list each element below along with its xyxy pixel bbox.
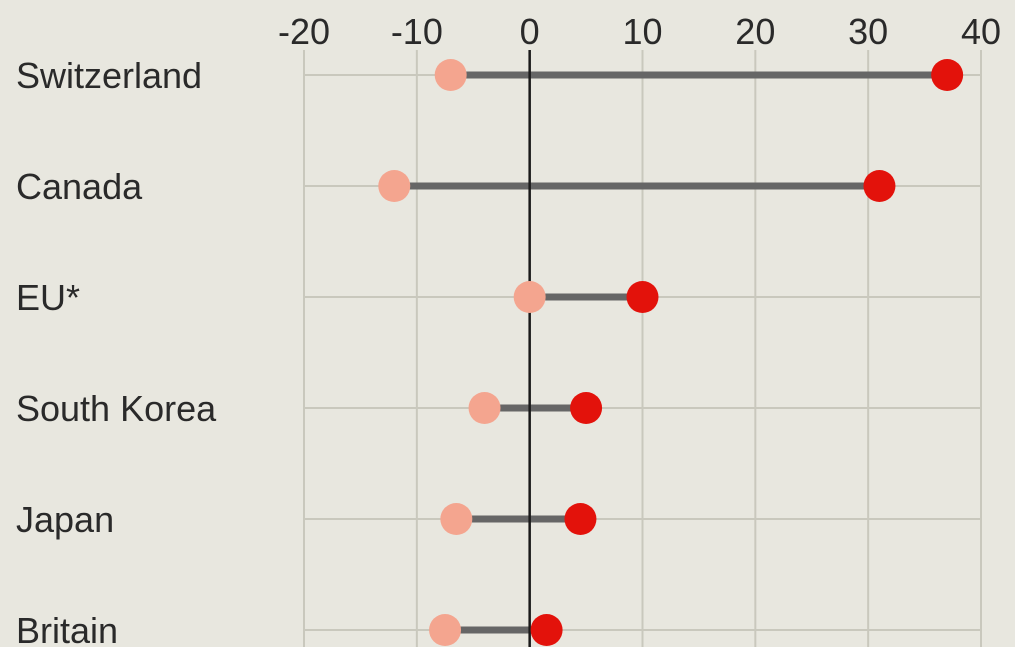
x-tick-label: -10 [391, 11, 443, 52]
x-tick-label: 30 [848, 11, 888, 52]
point-series-2 [570, 392, 603, 424]
data-points [378, 59, 964, 646]
point-series-1 [440, 503, 473, 535]
point-series-2 [564, 503, 597, 535]
category-label: Canada [16, 166, 143, 207]
point-series-2 [530, 614, 563, 646]
x-tick-label: 20 [735, 11, 775, 52]
x-tick-label: 0 [520, 11, 540, 52]
grid [303, 50, 982, 647]
category-label: Switzerland [16, 55, 202, 96]
category-label: Japan [16, 499, 114, 540]
category-labels: Switzerland Canada EU* South Korea Japan Brit… [16, 55, 217, 647]
point-series-1 [468, 392, 501, 424]
point-series-2 [626, 281, 659, 313]
x-tick-label: 40 [961, 11, 1001, 52]
point-series-1 [378, 170, 411, 202]
point-series-1 [429, 614, 462, 646]
x-axis-ticks: -20 -10 0 10 20 30 40 [278, 11, 1001, 52]
category-label: South Korea [16, 388, 217, 429]
point-series-2 [863, 170, 896, 202]
category-label: Britain [16, 610, 118, 647]
point-series-1 [434, 59, 467, 91]
category-label: EU* [16, 277, 80, 318]
connectors [394, 71, 948, 634]
point-series-1 [513, 281, 546, 313]
x-tick-label: 10 [622, 11, 662, 52]
x-tick-label: -20 [278, 11, 330, 52]
point-series-2 [931, 59, 964, 91]
